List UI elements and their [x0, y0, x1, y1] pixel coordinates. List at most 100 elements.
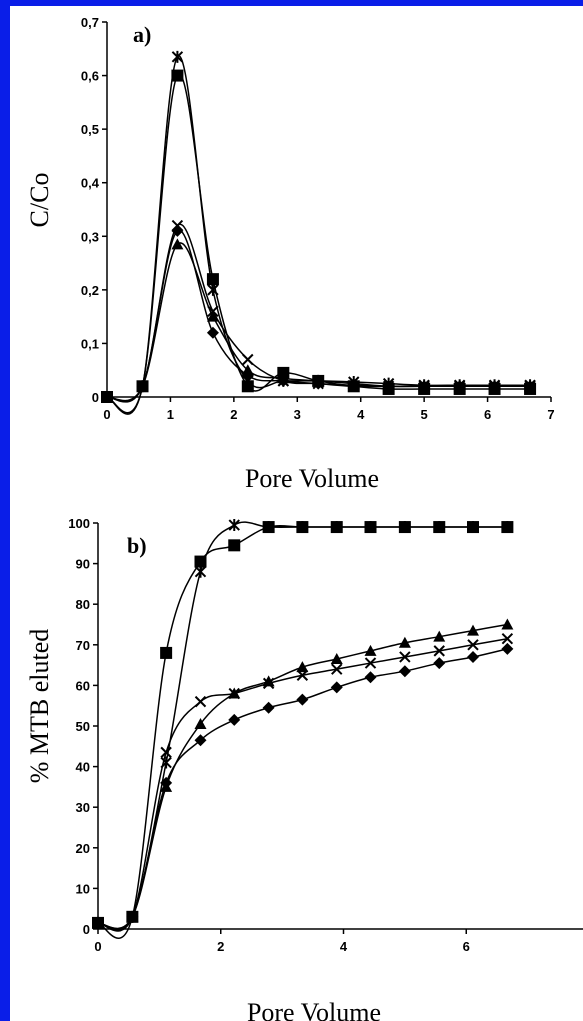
data-point-diamond-a [418, 380, 431, 393]
y-tick-label-a: 0,5 [81, 122, 99, 137]
data-point-star-b [364, 521, 377, 534]
frame-border-left [0, 0, 10, 1021]
y-tick-label-a: 0,7 [81, 15, 99, 30]
data-point-diamond-b [262, 701, 275, 714]
y-tick-label-a: 0,6 [81, 69, 99, 84]
data-point-diamond-a [136, 380, 149, 393]
y-tick-label-b: 10 [76, 881, 90, 896]
data-point-cross-b [399, 651, 411, 663]
x-tick-label-a: 2 [230, 407, 237, 422]
y-tick-label-b: 0 [83, 922, 90, 937]
data-point-star-b [228, 519, 240, 532]
data-point-diamond-b [92, 916, 104, 929]
y-axis-label-a: C/Co [25, 173, 54, 228]
y-tick-label-b: 20 [76, 841, 90, 856]
data-point-cross-b [194, 695, 207, 708]
x-tick-label-b: 4 [340, 939, 348, 954]
data-point-diamond-a [312, 377, 325, 390]
data-point-diamond-b [296, 693, 309, 706]
data-point-cross-a [242, 353, 254, 366]
data-point-triangle-a [171, 238, 184, 250]
data-point-star-b [262, 521, 275, 534]
series-line-square-b [97, 524, 508, 939]
data-point-star-b [296, 521, 309, 534]
x-tick-label-a: 1 [167, 407, 174, 422]
data-point-star-b [433, 521, 445, 534]
data-point-square-a [206, 273, 219, 286]
x-tick-label-a: 0 [103, 407, 110, 422]
data-point-diamond-b [501, 642, 514, 655]
data-point-cross-b [160, 746, 172, 759]
data-point-triangle-b [194, 717, 207, 729]
data-point-triangle-b [296, 661, 309, 673]
data-point-diamond-b [126, 910, 139, 923]
data-point-diamond-b [433, 657, 446, 670]
series-line-diamond-b [97, 648, 508, 930]
data-point-diamond-b [194, 734, 207, 747]
data-point-diamond-a [524, 380, 537, 393]
data-point-square-b [228, 539, 241, 552]
data-point-star-b [399, 521, 411, 534]
data-point-diamond-a [488, 380, 501, 393]
data-point-triangle-b [262, 675, 275, 687]
data-point-star-a [171, 50, 184, 63]
data-point-triangle-a [206, 310, 219, 322]
data-point-cross-b [364, 657, 377, 669]
data-point-square-a [171, 69, 184, 82]
y-tick-label-b: 40 [76, 760, 90, 775]
data-point-star-b [331, 521, 343, 534]
data-point-star-b [467, 521, 479, 534]
data-point-triangle-b [467, 624, 480, 636]
chart-panel-a: a) Pore Volume C/Co 0 0,1 0,2 0,3 0,4 0,5 0,6 0… [25, 15, 555, 493]
data-point-diamond-b [228, 713, 241, 726]
data-point-diamond-b [398, 665, 411, 678]
x-tick-label-a: 5 [421, 407, 428, 422]
data-point-square-b [160, 646, 173, 659]
x-axis-label-b: Pore Volume [247, 998, 381, 1021]
data-point-diamond-a [241, 369, 254, 382]
y-tick-label-b: 50 [76, 719, 90, 734]
x-tick-label-a: 3 [294, 407, 301, 422]
data-point-diamond-a [171, 224, 184, 237]
data-point-cross-b [433, 645, 445, 657]
data-point-triangle-b [398, 636, 411, 648]
data-point-triangle-b [364, 644, 377, 656]
x-axis-label-a: Pore Volume [245, 464, 379, 493]
y-tick-label-a: 0,1 [81, 336, 99, 351]
data-point-star-b [194, 565, 207, 578]
y-tick-label-b: 90 [76, 557, 90, 572]
chart-panel-b: b) Pore Volume % MTB eluted 010203040506… [25, 516, 583, 1021]
data-point-diamond-a [347, 379, 360, 392]
y-tick-label-a: 0,4 [81, 176, 100, 191]
data-point-diamond-b [467, 650, 480, 663]
data-point-diamond-b [330, 681, 343, 694]
x-tick-label-a: 7 [547, 407, 554, 422]
x-tick-label-b: 0 [94, 939, 101, 954]
panel-label-b: b) [127, 533, 147, 558]
data-point-cross-b [467, 639, 479, 651]
data-point-triangle-b [228, 687, 241, 699]
x-tick-label-b: 6 [463, 939, 470, 954]
y-tick-label-b: 70 [76, 638, 90, 653]
data-point-diamond-b [364, 671, 377, 684]
y-tick-label-b: 100 [68, 516, 90, 531]
y-tick-label-a: 0,3 [81, 229, 99, 244]
y-tick-label-b: 30 [76, 800, 90, 815]
data-point-diamond-b [160, 776, 173, 789]
y-axis-label-b: % MTB eluted [25, 629, 54, 784]
data-point-triangle-b [330, 653, 343, 665]
data-point-diamond-a [277, 374, 290, 387]
x-tick-label-a: 4 [357, 407, 365, 422]
x-tick-label-b: 2 [217, 939, 224, 954]
series-line-star-a [106, 55, 531, 415]
data-point-diamond-a [206, 326, 219, 339]
x-tick-label-a: 6 [484, 407, 491, 422]
y-tick-label-a: 0 [92, 390, 99, 405]
panel-label-a: a) [133, 22, 151, 47]
series-line-cross-b [97, 637, 508, 932]
data-point-cross-b [501, 633, 514, 645]
data-point-diamond-a [453, 380, 466, 393]
y-tick-label-b: 60 [76, 678, 90, 693]
